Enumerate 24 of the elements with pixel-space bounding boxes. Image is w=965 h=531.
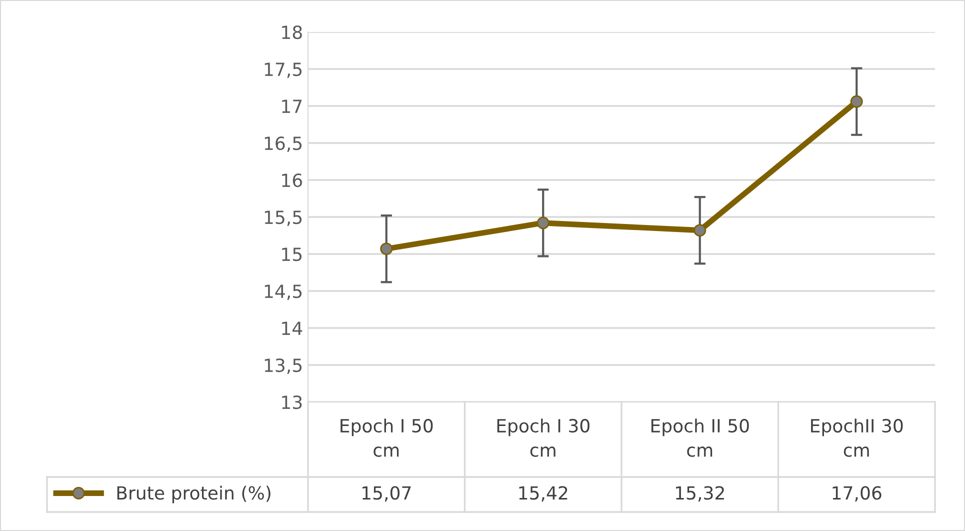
y-tick-label: 15,5	[264, 210, 302, 226]
y-tick-label: 15	[282, 248, 302, 262]
legend-label: Brute protein (%)	[117, 486, 270, 504]
x-tick-label: Epoch I 50 cm	[340, 418, 433, 457]
y-tick-label: 14,5	[264, 284, 302, 300]
y-tick-label: 14	[282, 322, 302, 335]
y-tick-label: 16,5	[264, 136, 302, 152]
data-label: 15,07	[362, 486, 411, 502]
data-label: 15,42	[519, 486, 568, 502]
y-tick-label: 13,5	[264, 358, 302, 374]
y-tick-label: 16	[282, 173, 302, 188]
point	[850, 95, 863, 108]
data-label: 15,32	[676, 486, 724, 502]
point	[536, 216, 550, 230]
y-tick-label: 17,5	[264, 62, 302, 78]
x-tick-label: Epoch II 50 cm	[651, 418, 749, 457]
data-label: 17,06	[832, 486, 882, 502]
y-tick-label: 13	[282, 395, 302, 410]
x-tick-label: Epoch I 30 cm	[497, 418, 590, 457]
y-tick-label: 18	[282, 25, 302, 40]
x-tick-label: EpochII 30 cm	[811, 418, 903, 457]
point	[694, 224, 706, 237]
point	[380, 242, 393, 256]
y-tick-label: 17	[282, 100, 302, 113]
